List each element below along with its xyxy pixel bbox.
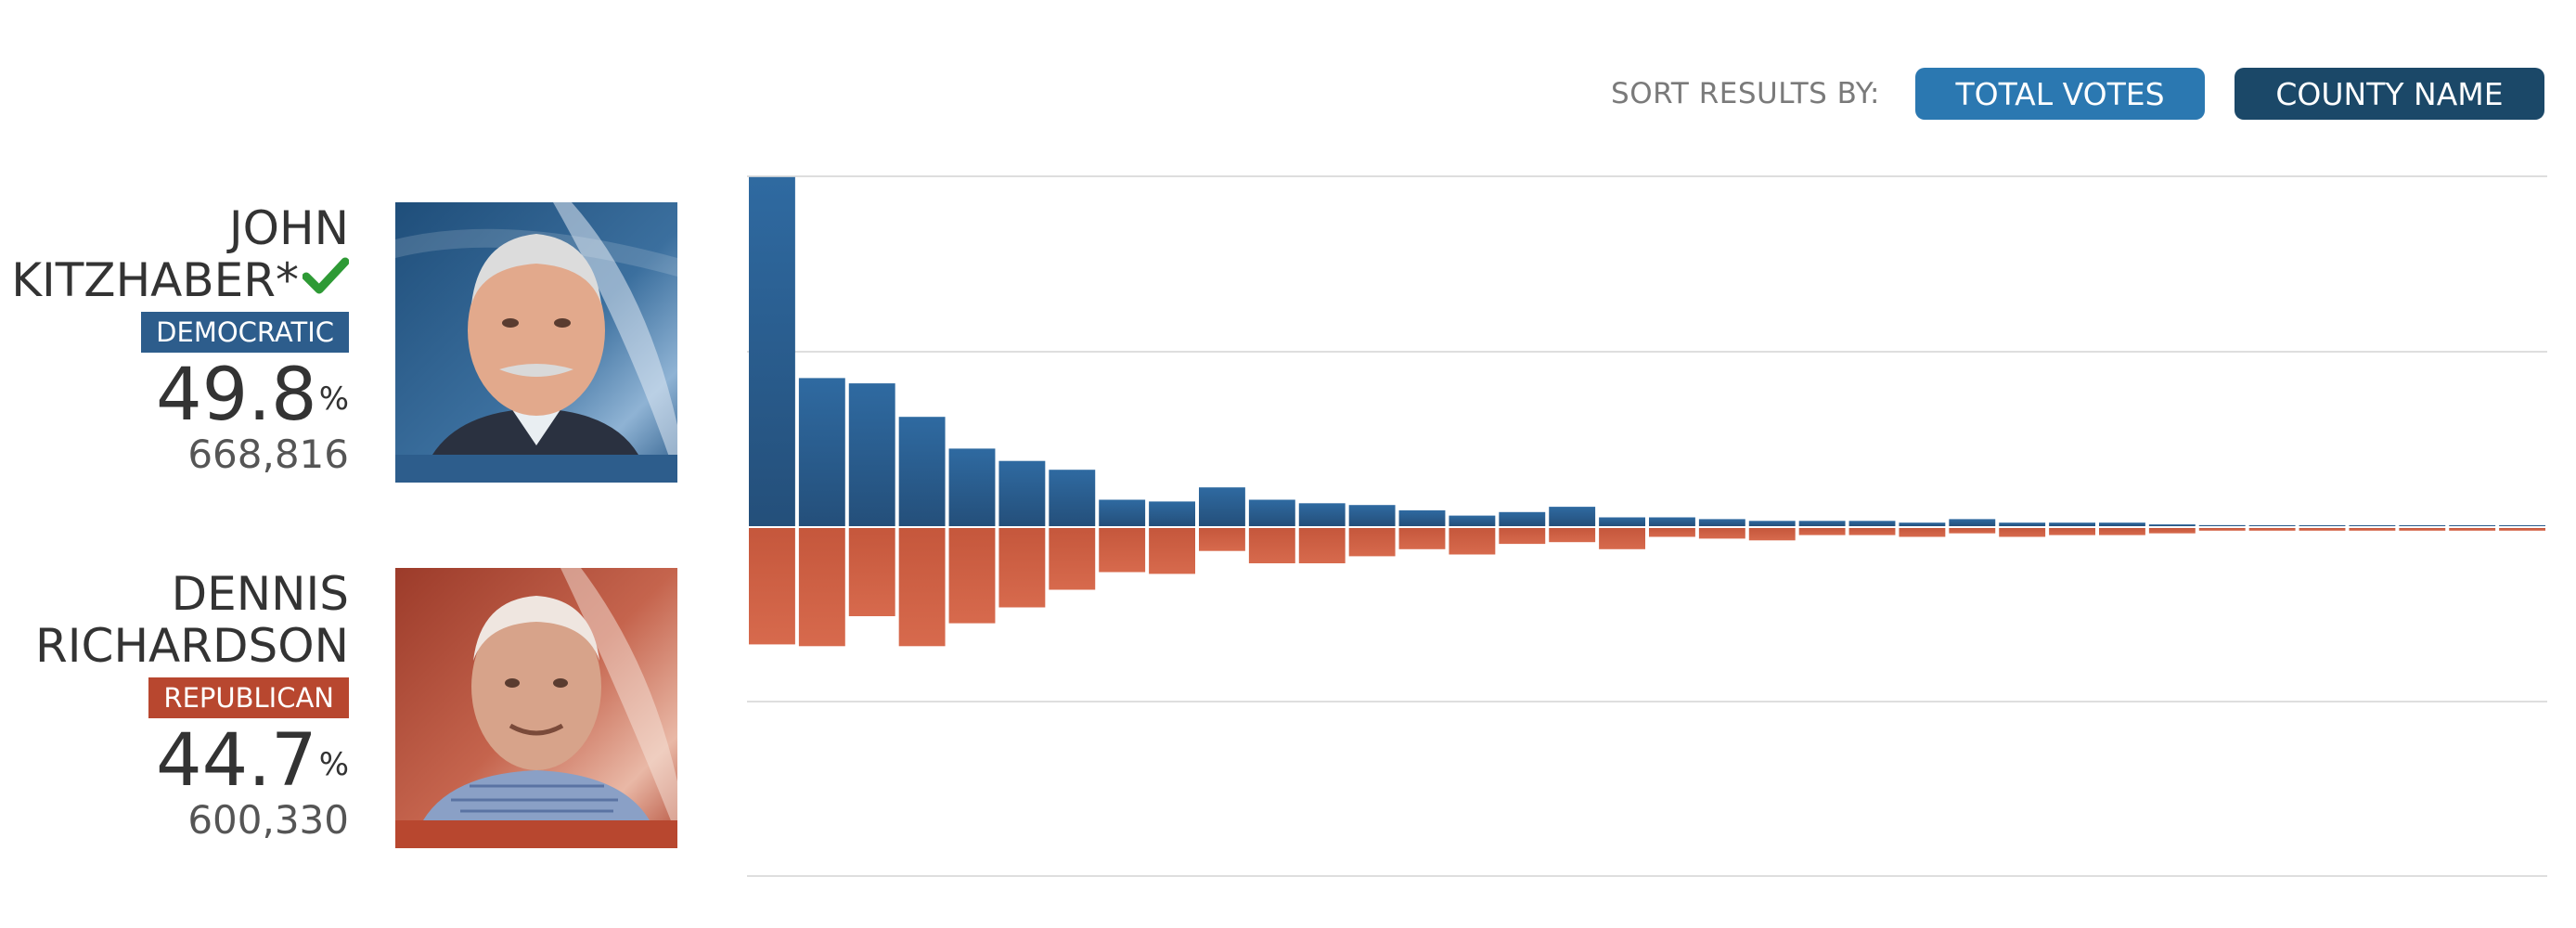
bar-republican[interactable] xyxy=(1248,528,1295,563)
bar-republican[interactable] xyxy=(1599,528,1645,549)
bar-republican[interactable] xyxy=(798,528,845,647)
bar-republican[interactable] xyxy=(1099,528,1146,573)
bar-democratic[interactable] xyxy=(1798,521,1846,526)
bar-democratic[interactable] xyxy=(2449,525,2496,526)
bar-republican[interactable] xyxy=(2299,528,2346,531)
candidate-card-republican: DENNIS RICHARDSON REPUBLICAN 44.7% 600,3… xyxy=(0,568,687,848)
candidate-photo xyxy=(395,568,677,848)
sort-total-votes-button[interactable]: TOTAL VOTES xyxy=(1915,68,2205,120)
bar-republican[interactable] xyxy=(2198,528,2246,531)
vote-count: 668,816 xyxy=(187,432,349,477)
bar-republican[interactable] xyxy=(948,528,996,624)
sort-county-name-button[interactable]: COUNTY NAME xyxy=(2235,68,2544,120)
bar-democratic[interactable] xyxy=(1848,521,1896,526)
percent-sign: % xyxy=(318,746,349,783)
bar-democratic[interactable] xyxy=(1698,519,1745,526)
bar-democratic[interactable] xyxy=(1248,499,1295,527)
sort-controls: SORT RESULTS BY: TOTAL VOTES COUNTY NAME xyxy=(1611,67,2544,121)
bar-democratic[interactable] xyxy=(2148,524,2196,526)
vote-percent: 44.7% xyxy=(0,722,349,800)
sort-label: SORT RESULTS BY: xyxy=(1611,77,1880,110)
bar-democratic[interactable] xyxy=(1049,470,1096,526)
bar-republican[interactable] xyxy=(2349,528,2396,531)
bar-democratic[interactable] xyxy=(1449,515,1496,526)
bar-republican[interactable] xyxy=(1499,528,1546,545)
candidate-last-name-line: KITZHABER* xyxy=(0,253,350,307)
bar-democratic[interactable] xyxy=(1348,505,1396,526)
party-badge: DEMOCRATIC xyxy=(141,312,349,353)
bar-democratic[interactable] xyxy=(2499,525,2545,526)
bar-democratic[interactable] xyxy=(1899,522,1946,526)
bar-republican[interactable] xyxy=(2099,528,2145,535)
bar-republican[interactable] xyxy=(2248,528,2296,531)
bar-democratic[interactable] xyxy=(898,417,946,526)
vote-count: 600,330 xyxy=(187,797,349,843)
bar-republican[interactable] xyxy=(1199,528,1245,551)
candidate-first-name: DENNIS xyxy=(171,567,349,621)
party-badge: REPUBLICAN xyxy=(148,677,349,718)
bar-democratic[interactable] xyxy=(948,448,996,526)
bar-democratic[interactable] xyxy=(798,378,845,526)
bar-democratic[interactable] xyxy=(1549,507,1596,526)
bar-republican[interactable] xyxy=(2049,528,2095,535)
bar-democratic[interactable] xyxy=(998,460,1046,526)
bar-republican[interactable] xyxy=(2148,528,2196,534)
bar-democratic[interactable] xyxy=(1398,509,1446,526)
bar-democratic[interactable] xyxy=(1599,517,1645,527)
bar-democratic[interactable] xyxy=(848,383,895,526)
bar-democratic[interactable] xyxy=(1099,499,1146,527)
bar-republican[interactable] xyxy=(1899,528,1946,537)
candidate-last-name: KITZHABER* xyxy=(11,253,299,307)
bar-democratic[interactable] xyxy=(2198,524,2246,526)
candidate-first-name: JOHN xyxy=(228,201,349,255)
bar-republican[interactable] xyxy=(1999,528,2046,537)
bar-democratic[interactable] xyxy=(1649,517,1695,527)
bar-republican[interactable] xyxy=(749,528,795,645)
bar-democratic[interactable] xyxy=(1949,519,1996,526)
bar-republican[interactable] xyxy=(1649,528,1695,537)
vote-percent-value: 49.8 xyxy=(156,354,317,437)
candidate-info: DENNIS RICHARDSON REPUBLICAN 44.7% 600,3… xyxy=(0,568,349,841)
bar-republican[interactable] xyxy=(2399,528,2446,531)
candidate-last-name: RICHARDSON xyxy=(35,619,349,673)
bar-republican[interactable] xyxy=(1848,528,1896,535)
bar-democratic[interactable] xyxy=(2349,525,2396,526)
bar-republican[interactable] xyxy=(1049,528,1096,590)
candidate-card-democrat: JOHN KITZHABER* DEMOCRATIC 49.8% 668,816 xyxy=(0,202,687,483)
bar-democratic[interactable] xyxy=(2099,522,2145,526)
bar-democratic[interactable] xyxy=(1298,503,1346,526)
bar-republican[interactable] xyxy=(848,528,895,616)
vote-percent: 49.8% xyxy=(0,356,349,434)
bar-republican[interactable] xyxy=(1698,528,1745,539)
bar-republican[interactable] xyxy=(1949,528,1996,534)
candidate-photo xyxy=(395,202,677,483)
bar-democratic[interactable] xyxy=(2399,525,2446,526)
bar-republican[interactable] xyxy=(898,528,946,647)
bar-republican[interactable] xyxy=(1798,528,1846,535)
bar-democratic[interactable] xyxy=(1199,487,1245,526)
bar-republican[interactable] xyxy=(1298,528,1346,563)
bar-democratic[interactable] xyxy=(2248,525,2296,526)
bar-republican[interactable] xyxy=(998,528,1046,608)
bar-republican[interactable] xyxy=(1549,528,1596,543)
candidate-info: JOHN KITZHABER* DEMOCRATIC 49.8% 668,816 xyxy=(0,201,350,477)
bar-republican[interactable] xyxy=(1398,528,1446,549)
percent-sign: % xyxy=(318,380,349,418)
bar-republican[interactable] xyxy=(2449,528,2496,531)
bar-republican[interactable] xyxy=(1149,528,1195,574)
bar-republican[interactable] xyxy=(1748,528,1796,541)
county-vote-chart xyxy=(747,175,2547,877)
bar-republican[interactable] xyxy=(2499,528,2545,531)
bar-democratic[interactable] xyxy=(2049,522,2095,526)
bar-democratic[interactable] xyxy=(1748,521,1796,526)
bar-republican[interactable] xyxy=(1348,528,1396,557)
check-icon xyxy=(302,253,350,305)
bar-democratic[interactable] xyxy=(1999,522,2046,526)
vote-percent-value: 44.7 xyxy=(156,719,317,803)
bar-democratic[interactable] xyxy=(1149,501,1195,526)
bar-democratic[interactable] xyxy=(2299,525,2346,526)
bar-republican[interactable] xyxy=(1449,528,1496,555)
bar-democratic[interactable] xyxy=(749,176,795,527)
bar-democratic[interactable] xyxy=(1499,511,1546,526)
